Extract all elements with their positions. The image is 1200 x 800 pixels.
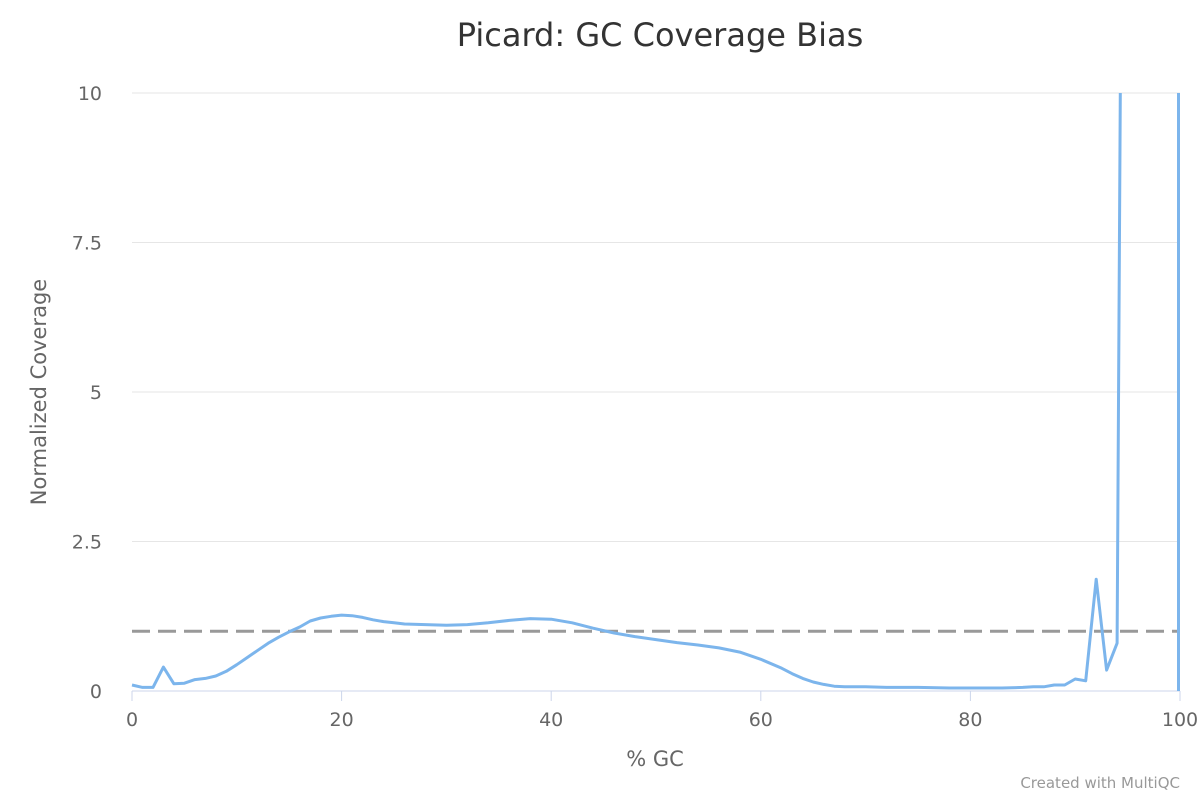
y-tick-label: 5 bbox=[90, 382, 102, 404]
x-tick-label: 0 bbox=[126, 709, 138, 731]
y-tick-label: 10 bbox=[78, 83, 102, 105]
chart-title: Picard: GC Coverage Bias bbox=[457, 16, 863, 54]
y-axis-ticks: 0 2.5 5 7.5 10 bbox=[72, 83, 102, 703]
y-tick-label: 7.5 bbox=[72, 233, 102, 255]
y-axis-label: Normalized Coverage bbox=[27, 279, 51, 505]
x-tick-label: 100 bbox=[1162, 709, 1198, 731]
x-axis-label: % GC bbox=[626, 747, 684, 771]
credits-text[interactable]: Created with MultiQC bbox=[1020, 774, 1180, 792]
grid-lines bbox=[132, 92, 1180, 542]
y-tick-label: 0 bbox=[90, 681, 102, 703]
series-line[interactable] bbox=[131, 92, 1180, 691]
x-axis-ticks: 0 20 40 60 80 100 bbox=[126, 691, 1198, 731]
x-tick-label: 60 bbox=[749, 709, 773, 731]
x-tick-label: 40 bbox=[539, 709, 563, 731]
x-tick-label: 80 bbox=[958, 709, 982, 731]
y-tick-label: 2.5 bbox=[72, 532, 102, 554]
x-tick-label: 20 bbox=[330, 709, 354, 731]
